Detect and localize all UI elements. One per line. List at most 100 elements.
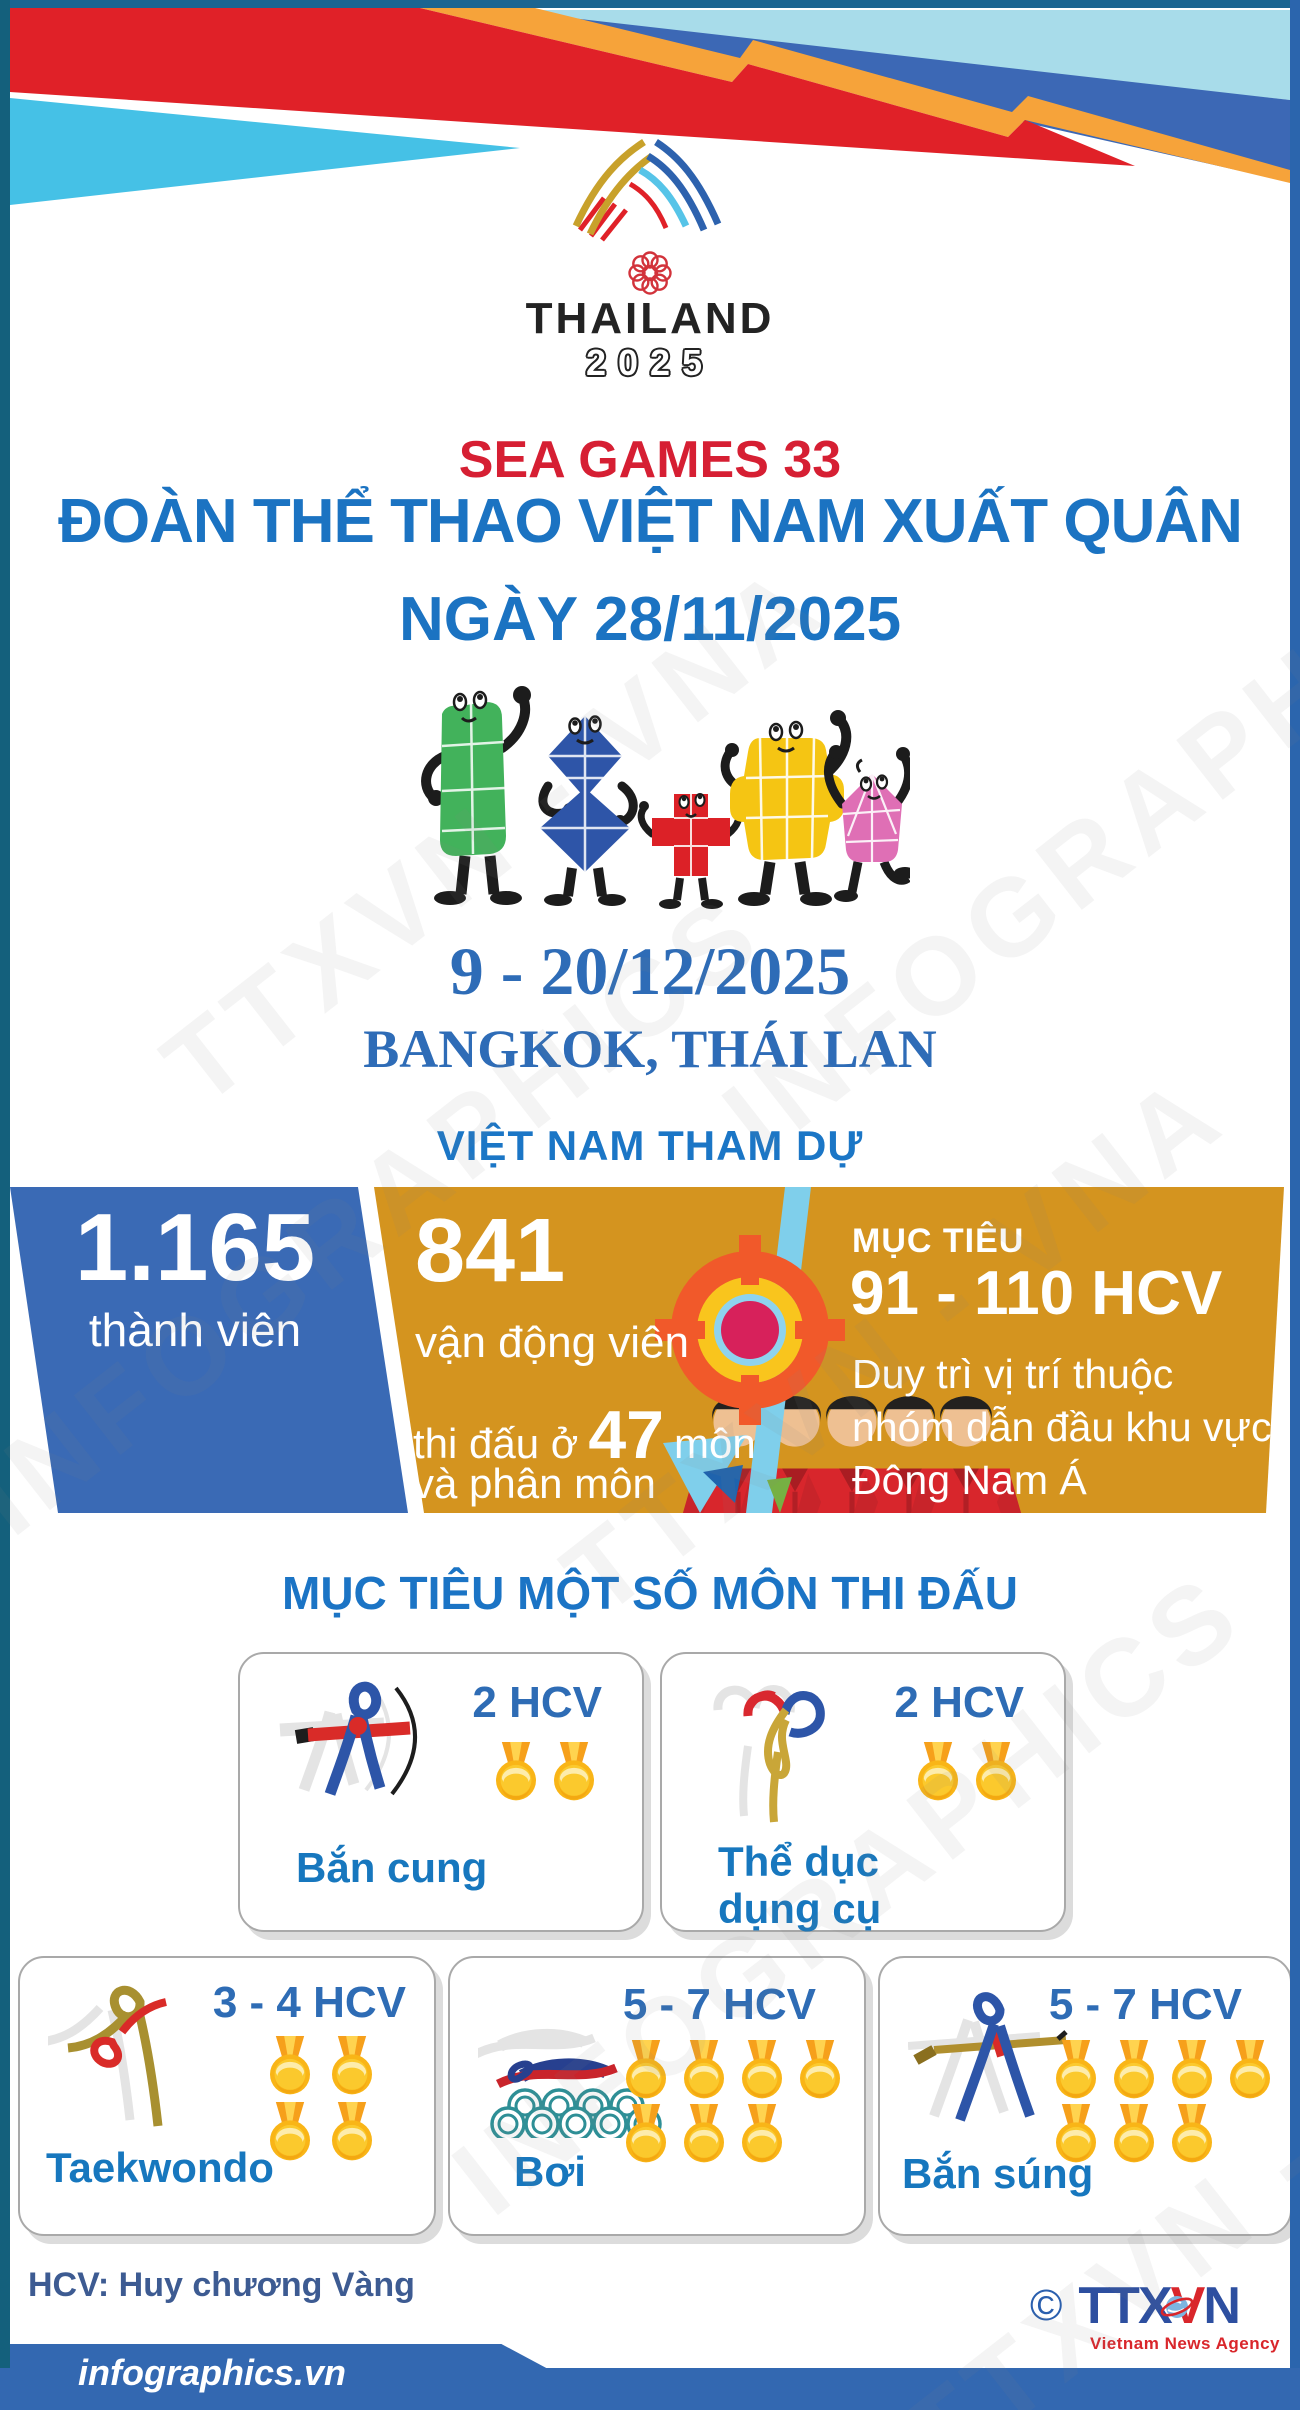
logo-title: THAILAND (525, 294, 775, 343)
card-sport-label: Bắn cung (296, 1844, 488, 1891)
goal-desc-line1: Duy trì vị trí thuộc (852, 1351, 1174, 1397)
athletes-label: vận động viên (415, 1318, 689, 1367)
mascot-yellow (720, 710, 852, 906)
sport-card-ban-cung: 2 HCV Bắn cung (238, 1652, 644, 1932)
card-target: 3 - 4 HCV (212, 1978, 406, 2027)
athletes-value: 841 (415, 1201, 566, 1301)
gold-medal-icon (736, 2040, 788, 2100)
target-arrow-icon (655, 1187, 845, 1513)
section-heading-goals: MỤC TIÊU MỘT SỐ MÔN THI ĐẤU (282, 1567, 1018, 1619)
goal-desc-line2: nhóm dẫn đầu khu vực (852, 1404, 1272, 1450)
card-sport-line1: Thể dục (718, 1838, 880, 1885)
sports-suffix: môn (673, 1420, 756, 1467)
gold-medal-icon (1108, 2104, 1160, 2164)
medal-grid (1050, 2040, 1278, 2164)
gold-medal-icon (1224, 2040, 1276, 2100)
gold-medal-icon (620, 2104, 672, 2164)
sports-count-line: thi đấu ở 47 môn (413, 1396, 756, 1474)
gold-medal-icon (1050, 2040, 1102, 2100)
goal-desc-line3: Đông Nam Á (852, 1457, 1087, 1503)
gold-medal-icon (912, 1742, 964, 1802)
gold-medal-icon (326, 2102, 378, 2162)
card-target: 5 - 7 HCV (1048, 1980, 1242, 2029)
sport-card-the-duc-dung-cu: 2 HCV Thể dục dụng cụ (660, 1652, 1066, 1932)
agency-n: N (1203, 2277, 1241, 2335)
agency-logo: © TTXVN Vietnam News Agency (1030, 2280, 1280, 2354)
goal-gold-value: 91 - 110 HCV (850, 1259, 1223, 1328)
card-target: 2 HCV (472, 1678, 602, 1727)
lightning-stripe (420, 8, 1290, 183)
logo-year: 2025 (585, 342, 715, 383)
card-sport-label: Bơi (514, 2148, 586, 2195)
title-date-line: NGÀY 28/11/2025 (398, 585, 902, 654)
mascot-pink (823, 745, 910, 902)
agency-subtitle: Vietnam News Agency (1090, 2334, 1280, 2353)
flower-emblem-icon (628, 251, 672, 295)
members-stat: 1.165 thành viên (30, 1194, 360, 1357)
event-dates: 9 - 20/12/2025 (449, 933, 851, 1009)
orange-panel (374, 1187, 1284, 1513)
shooting-icon (908, 1992, 1068, 2122)
gold-medal-icon (970, 1742, 1022, 1802)
gold-medal-icon (548, 1742, 600, 1802)
mascot-red (637, 793, 743, 909)
goal-heading: MỤC TIÊU (852, 1222, 1025, 1260)
gold-medal-icon (678, 2040, 730, 2100)
footer-bar (0, 2368, 1300, 2410)
agency-wordmark: TTXVN (1078, 2277, 1241, 2335)
medal-grid (620, 2040, 848, 2164)
footer-tab (10, 2344, 550, 2370)
sports-count-line2: và phân môn (413, 1460, 656, 1507)
gold-medal-icon (1166, 2040, 1218, 2100)
mascot-green (421, 686, 531, 905)
medal-grid (264, 2036, 382, 2162)
card-sport-label: Taekwondo (46, 2144, 274, 2191)
left-border (0, 0, 10, 2410)
gold-medal-icon (490, 1742, 542, 1802)
gymnastics-icon (713, 1685, 825, 1823)
stats-banner-art (10, 1187, 1284, 1513)
gold-medal-icon (1108, 2040, 1160, 2100)
top-border (0, 0, 1300, 8)
copyright-icon: © (1030, 2281, 1063, 2330)
card-sport-line2: dụng cụ (718, 1885, 882, 1932)
cyan-wedge (10, 98, 520, 205)
participation-heading: VIỆT NAM THAM DỰ (436, 1122, 864, 1169)
gold-medal-icon (264, 2036, 316, 2096)
blue-panel (10, 1187, 408, 1513)
sport-card-boi: 5 - 7 HCV Bơi (448, 1956, 866, 2236)
medal-row (490, 1742, 600, 1802)
agency-ttx: TTX (1078, 2277, 1172, 2335)
gold-medal-icon (794, 2040, 846, 2100)
archery-icon (279, 1681, 417, 1796)
sports-value: 47 (588, 1397, 664, 1473)
right-border (1290, 0, 1300, 2410)
medal-row (912, 1742, 1022, 1802)
card-target: 5 - 7 HCV (622, 1980, 816, 2029)
red-band (10, 8, 1135, 166)
thailand2025-logo-mark (572, 139, 722, 242)
globe-icon (1160, 2296, 1194, 2318)
card-target: 2 HCV (894, 1678, 1024, 1727)
page-title: ĐOÀN THỂ THAO VIỆT NAM XUẤT QUÂN (58, 487, 1243, 556)
mascot-blue (538, 715, 638, 906)
members-value: 1.165 (74, 1194, 316, 1301)
sport-card-ban-sung: 5 - 7 HCV Bắn súng (878, 1956, 1292, 2236)
card-sport-label: Bắn súng (902, 2150, 1094, 2197)
goal-description: Duy trì vị trí thuộc nhóm dẫn đầu khu vự… (852, 1348, 1272, 1507)
mascots-illustration (421, 686, 910, 909)
gold-medal-icon (736, 2104, 788, 2164)
header-banner-art (10, 8, 1290, 205)
card-sport-label: Thể dục dụng cụ (718, 1838, 881, 1932)
sport-card-taekwondo: 3 - 4 HCV Taekwondo (18, 1956, 436, 2236)
gold-medal-icon (678, 2104, 730, 2164)
kicker-title: SEA GAMES 33 (458, 431, 842, 489)
gold-medal-icon (326, 2036, 378, 2096)
footnote-hcv: HCV: Huy chương Vàng (28, 2266, 415, 2304)
members-label: thành viên (88, 1303, 302, 1356)
taekwondo-icon (48, 1985, 167, 2127)
gold-medal-icon (620, 2040, 672, 2100)
gold-medal-icon (1166, 2104, 1218, 2164)
footer-site-link[interactable]: infographics.vn (78, 2352, 347, 2393)
